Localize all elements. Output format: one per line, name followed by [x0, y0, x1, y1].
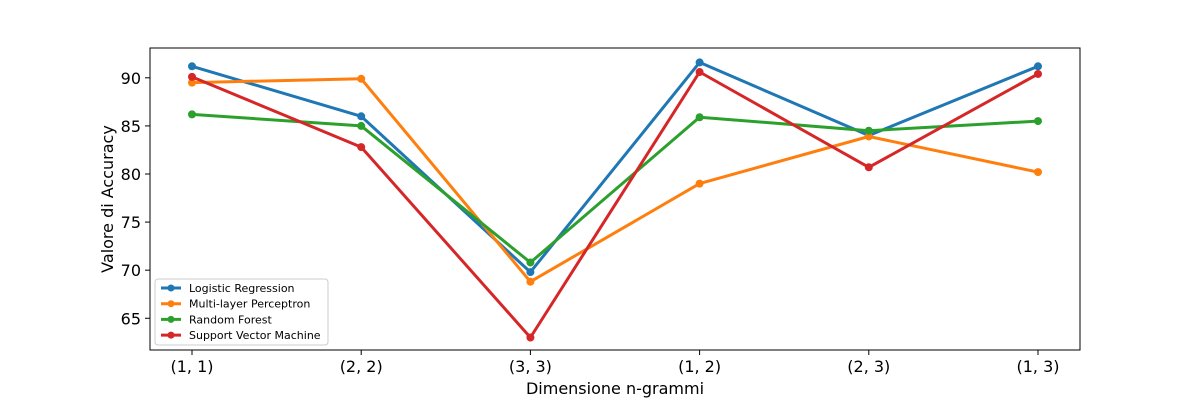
x-tick-label: (2, 2)	[340, 357, 383, 376]
series-line	[191, 112, 1039, 264]
data-point	[1034, 69, 1042, 78]
legend-label: Random Forest	[189, 313, 272, 326]
y-tick-label: 90	[121, 69, 141, 88]
data-point	[526, 268, 535, 277]
data-point	[357, 143, 366, 152]
data-point	[188, 110, 196, 119]
x-tick-label: (1, 3)	[1016, 357, 1059, 376]
series-multi-layer-perceptron	[188, 74, 1042, 286]
series-support-vector-machine	[188, 68, 1042, 342]
data-point	[188, 62, 196, 71]
data-point	[357, 121, 366, 130]
data-point	[695, 68, 704, 77]
data-point	[695, 113, 704, 122]
legend-label: Logistic Regression	[189, 282, 295, 295]
x-tick-label: (3, 3)	[509, 357, 552, 376]
x-axis-label: Dimensione n-grammi	[526, 379, 704, 398]
legend-item: Logistic Regression	[161, 282, 295, 295]
series-line	[191, 70, 1039, 339]
series-random-forest	[188, 110, 1042, 267]
series-line	[191, 60, 1039, 274]
legend-marker	[167, 284, 175, 292]
x-tick-label: (2, 3)	[847, 357, 890, 376]
legend-item: Random Forest	[161, 313, 272, 326]
data-point	[526, 258, 535, 267]
legend-item: Multi-layer Perceptron	[161, 298, 310, 311]
legend-marker	[167, 331, 175, 339]
series-line	[191, 77, 1039, 284]
x-tick-label: (1, 1)	[170, 357, 213, 376]
data-point	[864, 163, 873, 172]
data-point	[1034, 62, 1042, 71]
data-point	[526, 277, 535, 286]
y-axis: 65 70 75 80 85 90	[121, 69, 150, 328]
y-tick-label: 70	[121, 261, 141, 280]
data-point	[864, 126, 873, 135]
legend: Logistic Regression Multi-layer Perceptro…	[154, 278, 329, 346]
data-point	[526, 333, 535, 342]
y-tick-label: 65	[121, 309, 141, 328]
data-point	[695, 179, 704, 188]
data-point	[1034, 117, 1042, 126]
data-point	[188, 78, 196, 87]
data-point	[1034, 168, 1042, 177]
legend-marker	[167, 300, 175, 308]
x-axis: (1, 1) (2, 2) (3, 3) (1, 2) (2, 3) (1, 3)	[170, 350, 1060, 376]
data-point	[188, 72, 196, 81]
y-tick-label: 85	[121, 117, 141, 136]
y-tick-label: 80	[121, 165, 141, 184]
legend-marker	[167, 315, 175, 323]
data-point	[695, 58, 704, 67]
legend-item: Support Vector Machine	[161, 329, 321, 342]
series-layer	[188, 58, 1042, 342]
data-point	[864, 132, 873, 141]
y-tick-label: 75	[121, 213, 141, 232]
data-point	[357, 112, 366, 121]
legend-label: Multi-layer Perceptron	[189, 298, 310, 311]
legend-label: Support Vector Machine	[189, 329, 321, 342]
legend-box	[154, 278, 329, 346]
y-axis-label: Valore di Accuracy	[98, 125, 117, 273]
x-tick-label: (1, 2)	[678, 357, 721, 376]
data-point	[357, 74, 366, 83]
